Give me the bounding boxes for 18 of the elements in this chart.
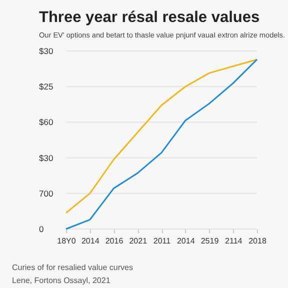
x-tick-label: 2114 (225, 236, 243, 246)
text: Lene, Fortons Ossayl, 2021 (12, 275, 112, 287)
x-tick-label: 2021 (129, 236, 148, 246)
x-tick-label: 2016 (105, 236, 124, 246)
x-tick-label: 18Y0 (57, 236, 76, 246)
text: Curies of for resalied value curves (12, 262, 134, 274)
x-tick-label: 2014 (176, 236, 196, 246)
text: $60 (39, 117, 54, 128)
text: $30 (39, 46, 54, 56)
text: 0 (39, 224, 44, 234)
x-tick-label: 2519 (200, 236, 220, 246)
chart-title: Three year résal resale values (39, 9, 260, 26)
x-tick-label: 2018 (248, 236, 267, 246)
text: $25 (39, 82, 54, 92)
text: $30 (39, 152, 54, 163)
x-tick-label: 2011 (153, 236, 172, 246)
text: 700 (39, 188, 54, 198)
x-tick-label: 2014 (81, 236, 100, 246)
